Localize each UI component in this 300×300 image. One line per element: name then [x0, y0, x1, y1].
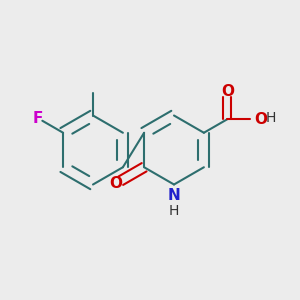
Text: H: H: [169, 204, 179, 218]
Text: N: N: [168, 188, 180, 202]
Text: O: O: [255, 112, 268, 127]
Text: O: O: [110, 176, 123, 191]
Text: H: H: [266, 111, 276, 125]
Text: O: O: [221, 84, 234, 99]
Text: F: F: [33, 111, 44, 126]
